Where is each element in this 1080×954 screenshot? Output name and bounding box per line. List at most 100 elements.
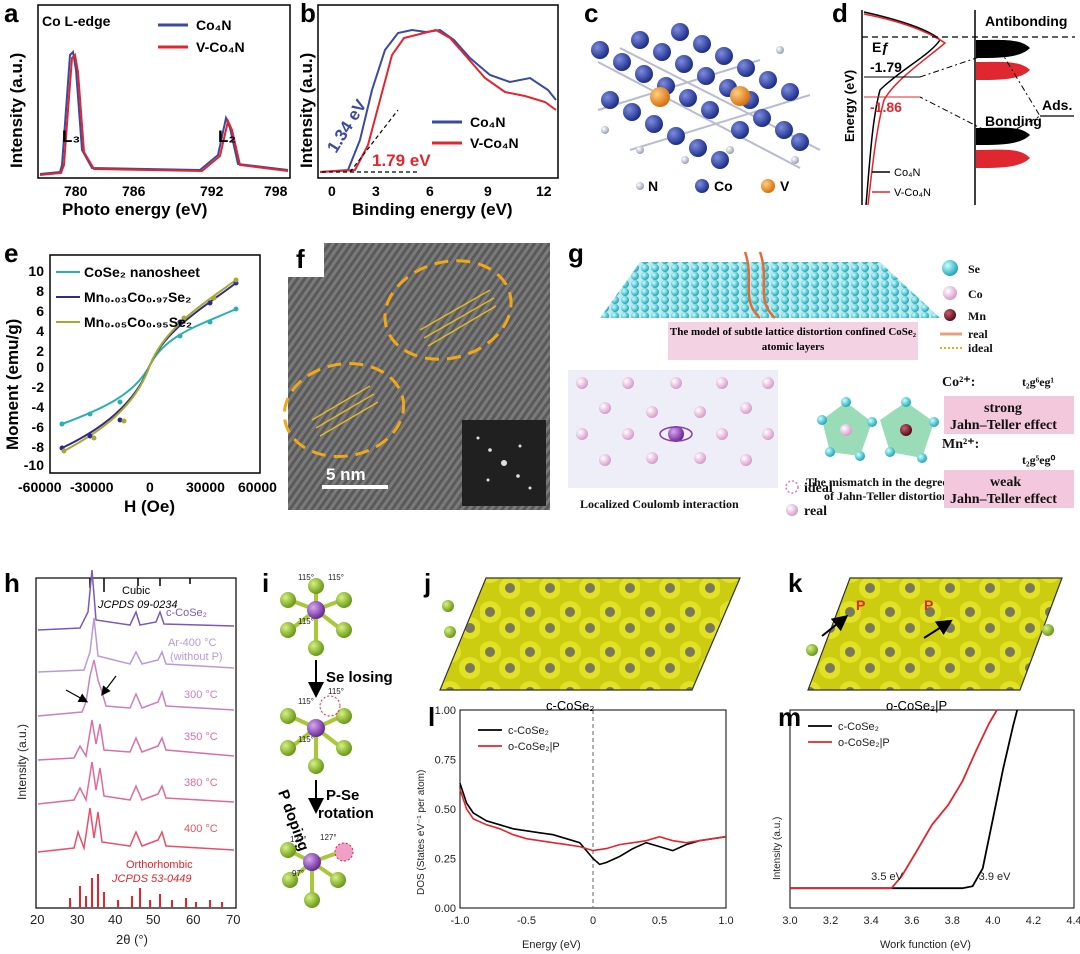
chart-l-marks: -1.0 -0.5 0 0.5 1.0 0.00 0.25 0.50 0.75 1.00 c-CoS…: [435, 705, 734, 927]
ytick-l-3: 0.50: [435, 804, 456, 816]
xtick-h-6: 70: [226, 912, 240, 927]
weak-jt-box: [944, 470, 1074, 508]
ylabel-d: Energy (eV): [842, 70, 857, 142]
xlabel-e: H (Oe): [124, 497, 175, 516]
dos-d-vco4n: [863, 13, 947, 206]
ylabel-e: Moment (emu/g): [3, 319, 22, 450]
plot-frame-m: [789, 709, 1075, 909]
tangent-b: [349, 109, 399, 173]
xtick-b-5: 12: [536, 183, 552, 199]
arrow-h-1: [65, 689, 89, 703]
title-a: Co L-edge: [42, 13, 111, 29]
legend-l-2: o-CoSe₂|P: [508, 741, 560, 753]
distorted-line-1: [743, 251, 761, 319]
xtick-l-4: 0.5: [652, 915, 667, 927]
xtick-a-1: 780: [64, 183, 88, 199]
step-se-losing: Se losing: [326, 669, 393, 686]
ytick-e-10: -8: [32, 439, 45, 455]
legend-m-2: o-CoSe₂|P: [838, 737, 890, 749]
curve-b-vco4n: [319, 28, 557, 173]
angle-4: 115°: [298, 697, 314, 706]
xtick-h-4: 50: [146, 912, 160, 927]
panel-i: i 115° 115° 115° Se losing 115° 115° 115…: [262, 568, 393, 908]
xtick-m-7: 4.2: [1026, 915, 1041, 927]
ytick-l-4: 0.75: [435, 755, 456, 767]
angle-5: 115°: [328, 687, 344, 696]
scale-label: 5 nm: [326, 465, 366, 484]
xtick-h-2: 30: [70, 912, 84, 927]
xtick-h-3: 40: [108, 912, 122, 927]
panel-f-label-bg: [288, 243, 324, 277]
label-k: o-CoSe₂|P: [886, 698, 947, 713]
legend-marker-mn: [944, 309, 956, 321]
crystal-structure-c: [591, 23, 821, 169]
legend-marker-n: [636, 182, 644, 190]
legend-b-2: V-Co₄N: [470, 135, 519, 151]
series-m-2: [790, 709, 998, 890]
grain-ellipse-1: [383, 259, 513, 361]
trace-label-h-1: c-CoSe₂: [166, 607, 207, 619]
charge-density-k: [807, 577, 1063, 691]
panel-label-k: k: [788, 568, 803, 598]
caption-top-box: The model of subtle lattice distortion c…: [670, 326, 916, 353]
legend-g-ideal: ideal: [968, 341, 993, 355]
legend-e-1: CoSe₂ nanosheet: [84, 264, 200, 280]
panel-g: g The model of subtle lattice distortion…: [568, 238, 1074, 519]
xtick-e-2: -30000: [70, 479, 114, 495]
xtick-b-4: 9: [484, 183, 492, 199]
bonding-peak-1: [976, 127, 1030, 145]
legend-g-se: Se: [968, 262, 981, 276]
xtick-e-4: 30000: [186, 479, 225, 495]
panel-d: d Energy (eV) Eƒ -1.79 -1.86 Antibonding…: [832, 0, 1075, 206]
trace-label-h-7: 400 °C: [184, 823, 218, 835]
angle-3: 115°: [298, 617, 314, 626]
antibonding-peak-2: [976, 61, 1030, 80]
co-ion-label: Co²⁺:: [942, 375, 975, 390]
legend-l-1: c-CoSe₂: [508, 725, 549, 737]
p-label-2: P: [924, 597, 933, 613]
grain-ellipse-2: [282, 362, 406, 458]
ytick-l-1: 0.00: [435, 903, 456, 915]
xtick-h-1: 20: [30, 912, 44, 927]
strong-jt-1: strong: [984, 401, 1022, 416]
ytick-e-11: -10: [24, 457, 44, 473]
series-l-1: [459, 783, 727, 866]
panel-label-g: g: [568, 238, 584, 268]
ylabel-l: DOS (States eV⁻¹ per atom): [416, 770, 427, 895]
xtick-a-3: 792: [200, 183, 224, 199]
xtick-m-1: 3.0: [782, 915, 797, 927]
ylabel-b: Intensity (a.u.): [297, 53, 316, 168]
series-l-2: [459, 788, 727, 852]
legend-c-n: N: [648, 178, 658, 194]
charge-density-j: [439, 577, 741, 691]
legend-e-3: Mn₀.₀₅Co₀.₉₅Se₂: [84, 314, 192, 330]
legend-c-co: Co: [714, 178, 733, 194]
trace-label-h-6: 380 °C: [184, 777, 218, 789]
d-value-1: -1.79: [870, 59, 902, 75]
weak-jt-2: Jahn–Teller effect: [950, 492, 1057, 507]
panel-k: k P P o-CoSe₂|P: [788, 568, 1063, 713]
molecule-2: 115° 115° 115°: [280, 687, 352, 774]
xtick-b-3: 6: [426, 183, 434, 199]
ads-label: Ads.: [1042, 97, 1072, 113]
peak-l3: L₃: [62, 127, 80, 146]
xtick-m-4: 3.6: [904, 915, 919, 927]
panel-label-j: j: [423, 568, 431, 598]
trace-h-5: [37, 761, 235, 805]
legend-g-real: real: [968, 327, 988, 341]
angle-9: 97°: [292, 869, 304, 878]
legend-g-co: Co: [968, 287, 983, 301]
lattice-layer-model: [600, 262, 940, 318]
ref-bottom-1: Orthorhombic: [126, 859, 193, 871]
ylabel-a: Intensity (a.u.): [7, 53, 26, 168]
panel-label-i: i: [262, 568, 269, 598]
step-rotation-1: P-Se: [326, 787, 359, 804]
ref-ticks-top: [89, 578, 191, 592]
panel-m: m 3.0 3.2 3.4 3.6 3.8 4.0 4.2 4.4c-CoSe₂o-CoSe₂…: [772, 702, 1080, 951]
weak-jt-1: weak: [990, 475, 1021, 490]
d-value-2: -1.86: [870, 99, 902, 115]
p-label-1: P: [856, 597, 865, 613]
caption-left: Localized Coulomb interaction: [580, 497, 739, 511]
plot-frame-e: [49, 254, 261, 474]
panel-a: a Co L-edge Co₄N V-Co₄N L₃ L₂ 780 786 79…: [4, 0, 291, 219]
